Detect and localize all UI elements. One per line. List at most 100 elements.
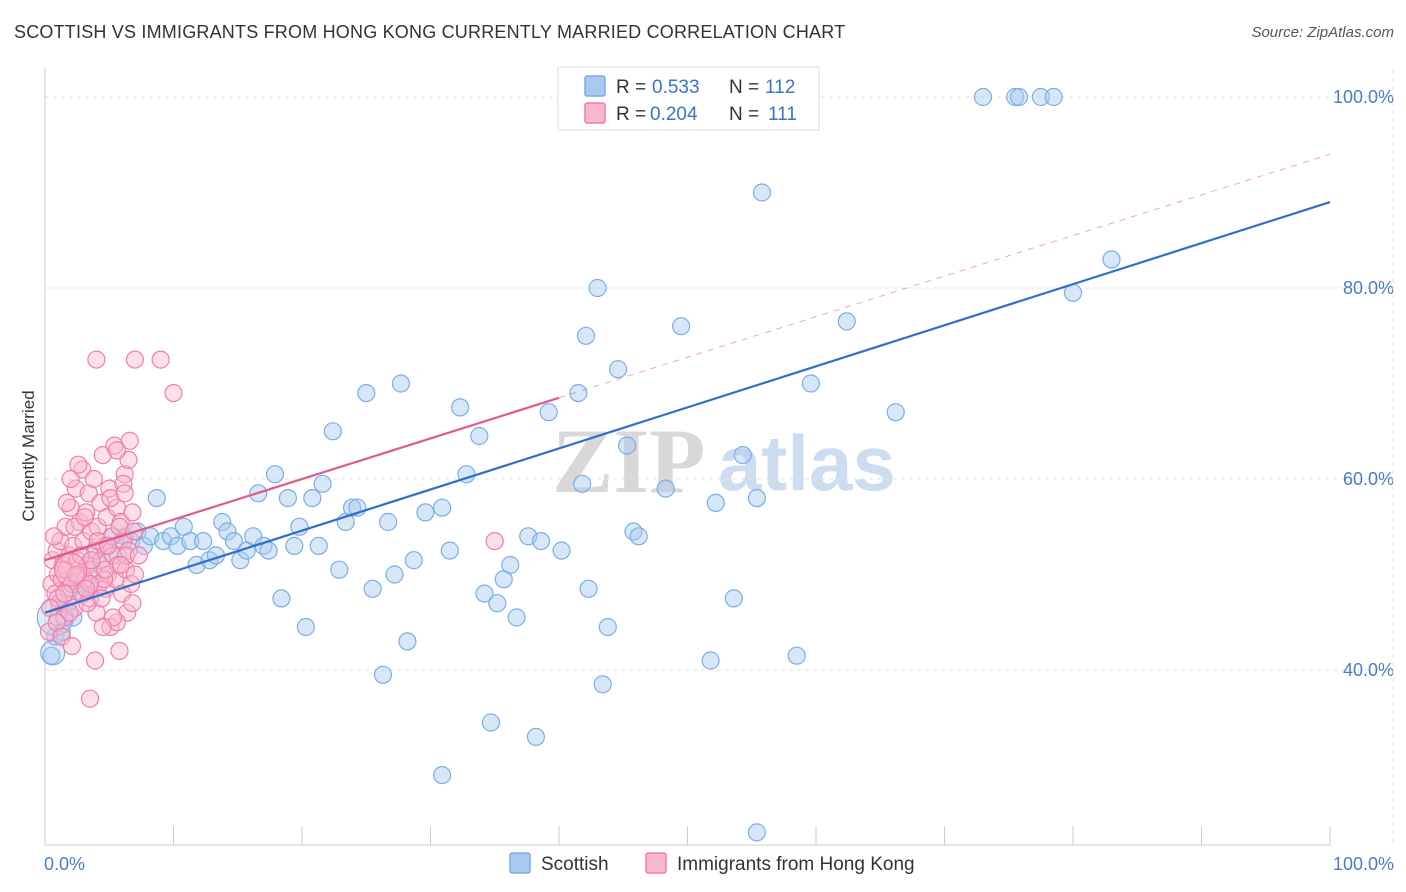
bottom-legend-hong-kong: Immigrants from Hong Kong xyxy=(677,854,915,875)
point-scottish-99 xyxy=(752,183,772,202)
point-hong-kong-71 xyxy=(82,551,101,570)
legend-r-label-1: R = xyxy=(616,104,646,125)
bottom-legend-scottish: Scottish xyxy=(541,854,609,875)
point-scottish-42 xyxy=(265,465,285,484)
point-scottish-75 xyxy=(507,608,526,627)
y-tick-label-60: 60.0% xyxy=(1343,469,1394,489)
point-scottish-35 xyxy=(224,531,243,551)
point-scottish-106 xyxy=(1009,87,1029,107)
point-hong-kong-85 xyxy=(75,508,94,527)
point-scottish-43 xyxy=(272,589,291,608)
point-scottish-63 xyxy=(404,551,423,570)
point-scottish-3 xyxy=(52,622,71,641)
point-scottish-66 xyxy=(440,541,459,560)
series-legend: Scottish Immigrants from Hong Kong xyxy=(509,852,915,875)
trend-lines xyxy=(44,153,1331,614)
point-scottish-61 xyxy=(391,374,410,393)
legend-r-value-1: 0.204 xyxy=(650,104,698,125)
point-hong-kong-70 xyxy=(78,594,97,613)
y-tick-label-100: 100.0% xyxy=(1333,87,1394,107)
point-scottish-95 xyxy=(706,493,725,512)
point-hong-kong-74 xyxy=(101,489,120,508)
point-hong-kong-93 xyxy=(123,594,142,613)
point-scottish-25 xyxy=(161,527,180,546)
point-scottish-104 xyxy=(973,87,993,107)
grid-lines: 40.0% 60.0% 80.0% 100.0% xyxy=(45,70,1394,845)
axes xyxy=(44,68,1331,846)
point-scottish-80 xyxy=(552,541,571,560)
point-scottish-107 xyxy=(1031,87,1051,107)
point-scottish-81 xyxy=(576,326,596,345)
point-scottish-74 xyxy=(501,555,520,575)
legend-swatch-hong-kong xyxy=(584,102,606,124)
trend-extension-1 xyxy=(558,153,1331,399)
point-hong-kong-83 xyxy=(62,636,82,656)
point-hong-kong-63 xyxy=(123,503,142,522)
stats-legend: R = 0.533 N = 112 R = 0.204 N = 111 xyxy=(557,66,820,131)
trend-line-0 xyxy=(44,201,1331,614)
legend-n-value-0: 112 xyxy=(765,77,795,98)
point-hong-kong-57 xyxy=(115,465,134,484)
legend-swatch-scottish xyxy=(584,75,606,97)
point-scottish-64 xyxy=(416,503,435,522)
point-scottish-102 xyxy=(837,312,856,331)
point-hong-kong-100 xyxy=(107,441,127,460)
point-scottish-51 xyxy=(323,422,342,441)
x-tick-label-min: 0.0% xyxy=(44,854,85,874)
point-scottish-98 xyxy=(747,489,767,508)
point-scottish-96 xyxy=(724,589,743,608)
point-hong-kong-8 xyxy=(52,570,71,589)
point-hong-kong-109 xyxy=(55,584,74,603)
point-scottish-87 xyxy=(598,617,617,637)
point-scottish-69 xyxy=(470,426,489,446)
point-scottish-62 xyxy=(398,632,417,651)
point-scottish-41 xyxy=(259,541,278,560)
source-label: Source: ZipAtlas.com xyxy=(1251,24,1394,41)
point-scottish-110 xyxy=(1102,250,1121,269)
legend-r-value-0: 0.533 xyxy=(652,77,700,98)
point-scottish-77 xyxy=(526,727,546,747)
point-scottish-85 xyxy=(588,278,607,298)
point-hong-kong-92 xyxy=(116,546,136,565)
point-scottish-23 xyxy=(147,489,166,508)
point-scottish-84 xyxy=(579,579,598,598)
watermark-atlas: atlas xyxy=(718,419,896,507)
legend-n-label-1: N = xyxy=(729,104,759,125)
legend-n-label-0: N = xyxy=(729,77,759,98)
point-scottish-93 xyxy=(671,317,691,336)
point-scottish-111 xyxy=(747,823,767,842)
point-hong-kong-62 xyxy=(122,574,141,594)
x-tick-label-max: 100.0% xyxy=(1333,854,1394,874)
y-tick-label-80: 80.0% xyxy=(1343,278,1394,298)
point-scottish-71 xyxy=(481,713,500,732)
point-scottish-cluster-2 xyxy=(40,640,66,666)
point-scottish-112 xyxy=(433,765,452,785)
point-scottish-79 xyxy=(539,403,558,422)
point-hong-kong-103 xyxy=(129,546,148,565)
point-hong-kong-98 xyxy=(80,689,100,708)
bottom-legend-swatch-hong-kong xyxy=(645,852,667,874)
point-hong-kong-91 xyxy=(110,517,129,536)
point-hong-kong-33 xyxy=(84,469,103,489)
point-hong-kong-64 xyxy=(44,527,64,546)
point-scottish-101 xyxy=(801,374,821,393)
point-scottish-28 xyxy=(181,531,200,551)
point-scottish-82 xyxy=(569,384,588,403)
point-scottish-36 xyxy=(231,551,250,570)
point-hong-kong-107 xyxy=(111,555,130,575)
point-hong-kong-94 xyxy=(87,350,106,369)
watermark: ZIP atlas xyxy=(552,410,896,512)
point-scottish-52 xyxy=(330,560,349,579)
point-scottish-97 xyxy=(733,446,752,465)
legend-n-value-1: 111 xyxy=(768,104,797,125)
point-hong-kong-106 xyxy=(96,560,115,579)
point-scottish-44 xyxy=(278,489,297,508)
point-scottish-47 xyxy=(296,617,315,637)
point-hong-kong-60 xyxy=(119,541,138,560)
point-hong-kong-105 xyxy=(76,579,96,598)
point-scottish-89 xyxy=(617,436,637,455)
point-hong-kong-104 xyxy=(61,469,80,489)
point-hong-kong-61 xyxy=(120,431,139,450)
point-scottish-30 xyxy=(194,531,213,551)
